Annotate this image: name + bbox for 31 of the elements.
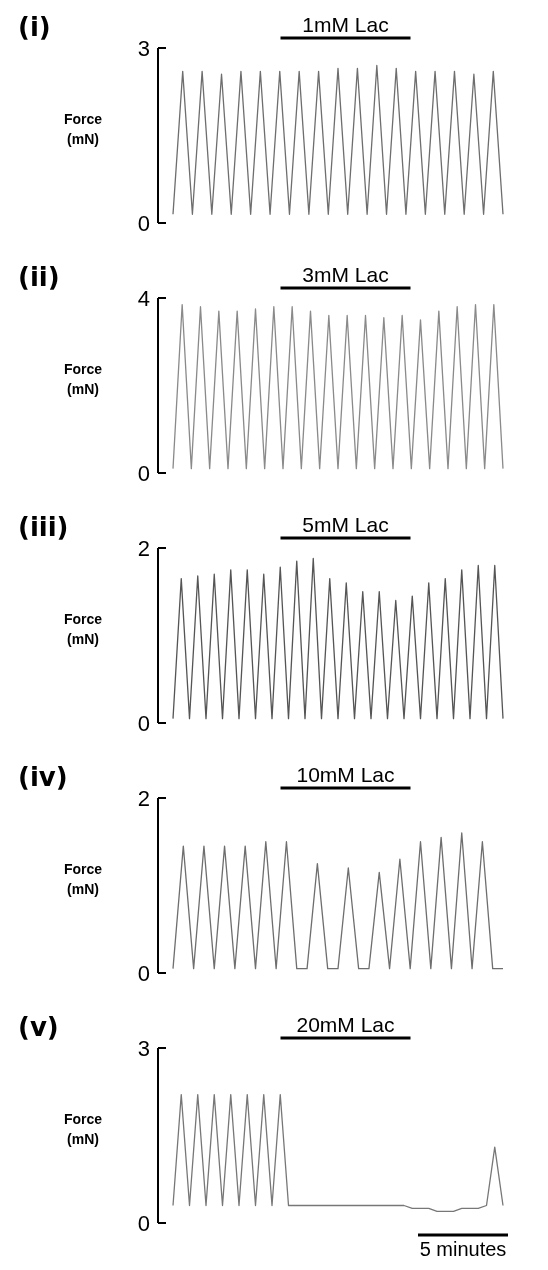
y-tick-label: 0 <box>137 461 150 486</box>
line-series <box>172 303 504 470</box>
chart-title: (v) <box>18 1012 59 1042</box>
y-tick-label: 0 <box>137 1211 150 1236</box>
text: 10mM Lac <box>296 763 395 786</box>
text: 5mM Lac <box>302 513 389 536</box>
chart-title: (iii) <box>18 512 69 542</box>
y-axis-title: Force (mN) <box>63 860 103 897</box>
y-axis-title: Force (mN) <box>63 110 103 147</box>
text: 5 minutes <box>419 1238 507 1260</box>
text: 3mM Lac <box>302 263 389 286</box>
y-tick-label: 3 <box>137 36 150 61</box>
line-series <box>172 1094 504 1212</box>
y-tick-label: 0 <box>137 211 150 236</box>
y-tick-label: 2 <box>137 786 150 811</box>
line-series <box>172 557 504 720</box>
text: 20mM Lac <box>296 1013 395 1036</box>
chart-title: (i) <box>18 12 51 42</box>
y-axis-title: Force (mN) <box>63 1110 103 1147</box>
line-series <box>172 64 504 215</box>
chart-title: (iv) <box>18 762 68 792</box>
y-tick-label: 0 <box>137 961 150 986</box>
chart-title: (ii) <box>18 262 60 292</box>
y-axis-title: Force (mN) <box>63 360 103 397</box>
y-tick-label: 4 <box>137 286 150 311</box>
y-tick-label: 3 <box>137 1036 150 1061</box>
text: 1mM Lac <box>302 13 389 36</box>
line-series <box>172 832 504 970</box>
y-tick-label: 2 <box>137 536 150 561</box>
y-axis-title: Force (mN) <box>63 610 103 647</box>
y-tick-label: 0 <box>137 711 150 736</box>
